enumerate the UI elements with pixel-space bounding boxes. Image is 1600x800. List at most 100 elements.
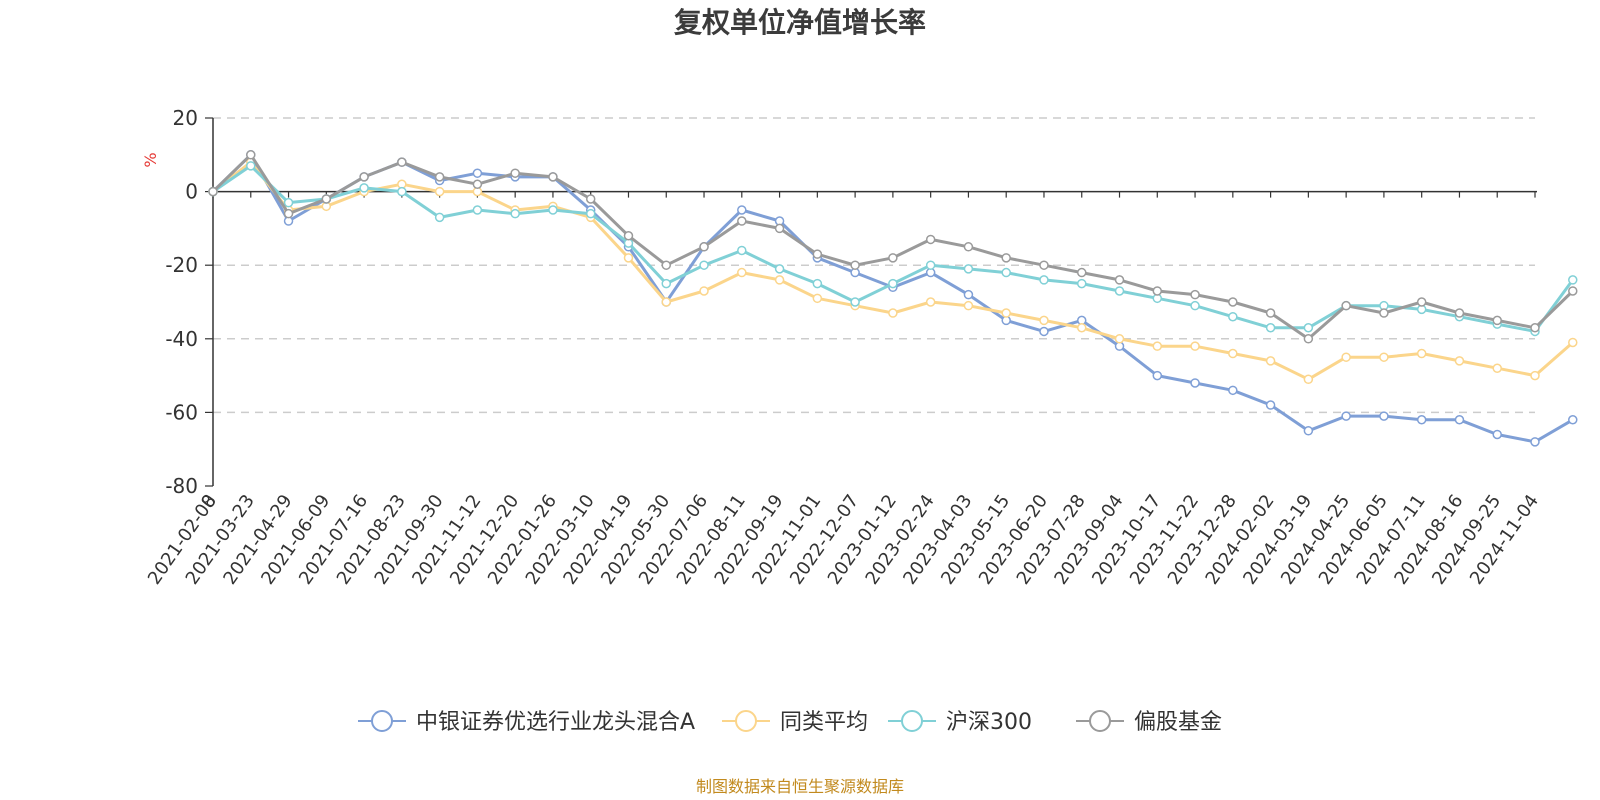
data-point bbox=[434, 212, 445, 223]
data-point bbox=[1568, 337, 1578, 348]
legend-marker bbox=[371, 710, 393, 732]
legend-marker bbox=[901, 710, 923, 732]
data-point bbox=[850, 260, 860, 270]
data-point bbox=[1416, 348, 1427, 359]
data-point bbox=[1076, 323, 1087, 333]
x-axis-ticks: 02021-02-082021-03-232021-04-292021-06-0… bbox=[144, 491, 1543, 589]
data-point bbox=[1341, 352, 1351, 362]
data-point bbox=[510, 168, 520, 178]
chart-title: 复权单位净值增长率 bbox=[674, 6, 926, 39]
data-point bbox=[1303, 323, 1314, 333]
data-point bbox=[585, 194, 596, 204]
data-point bbox=[1039, 326, 1049, 337]
data-point bbox=[1114, 286, 1125, 296]
data-point bbox=[472, 179, 483, 189]
data-point bbox=[1114, 334, 1125, 344]
data-point bbox=[963, 300, 974, 311]
data-point bbox=[1001, 308, 1011, 318]
data-point bbox=[1265, 356, 1276, 366]
data-point bbox=[1416, 415, 1427, 425]
data-point bbox=[737, 267, 747, 278]
legend-label: 中银证券优选行业龙头混合A bbox=[416, 710, 695, 735]
data-point bbox=[1001, 267, 1011, 278]
data-point bbox=[661, 260, 672, 270]
data-point bbox=[1530, 323, 1540, 333]
data-point bbox=[510, 208, 520, 219]
y-tick-label: -80 bbox=[165, 474, 198, 498]
data-point bbox=[1530, 437, 1540, 447]
data-point bbox=[888, 308, 898, 318]
data-point bbox=[585, 208, 596, 219]
series-line bbox=[211, 153, 1574, 444]
data-point bbox=[888, 278, 898, 289]
data-point bbox=[661, 278, 672, 289]
data-point bbox=[850, 297, 860, 307]
data-point bbox=[1265, 400, 1276, 410]
data-point bbox=[208, 186, 218, 197]
data-point bbox=[774, 264, 785, 274]
data-point bbox=[1379, 411, 1389, 421]
data-point bbox=[1454, 308, 1465, 318]
data-point bbox=[283, 197, 294, 208]
data-point bbox=[812, 278, 823, 289]
data-point bbox=[1568, 275, 1578, 285]
data-point bbox=[1228, 311, 1238, 322]
data-point bbox=[925, 260, 936, 270]
data-point bbox=[737, 205, 747, 215]
data-point bbox=[397, 157, 407, 167]
data-point bbox=[1114, 275, 1125, 285]
y-tick-label: -40 bbox=[165, 327, 198, 351]
series-line bbox=[212, 164, 1575, 333]
legend-marker bbox=[735, 710, 757, 732]
data-point bbox=[737, 216, 747, 226]
legend-marker bbox=[1089, 710, 1111, 732]
data-point bbox=[1039, 275, 1049, 285]
y-axis-unit: % bbox=[141, 152, 160, 167]
data-point bbox=[812, 293, 823, 304]
series-lines bbox=[208, 150, 1578, 447]
data-point bbox=[812, 249, 823, 259]
data-point bbox=[1152, 370, 1163, 381]
data-point bbox=[359, 183, 369, 193]
data-point bbox=[1492, 315, 1502, 326]
legend-label: 偏股基金 bbox=[1134, 710, 1222, 735]
data-point bbox=[737, 245, 747, 256]
data-point bbox=[1190, 341, 1200, 351]
data-point bbox=[1152, 341, 1163, 351]
data-point bbox=[1454, 356, 1465, 366]
data-point bbox=[1492, 429, 1502, 440]
data-point bbox=[1379, 352, 1389, 362]
source-note: 制图数据来自恒生聚源数据库 bbox=[696, 777, 904, 796]
data-point bbox=[548, 205, 558, 215]
data-point bbox=[623, 231, 634, 241]
data-point bbox=[1190, 289, 1200, 300]
data-point bbox=[1265, 323, 1276, 333]
data-point bbox=[699, 286, 709, 296]
data-point bbox=[1190, 300, 1200, 311]
data-point bbox=[1228, 385, 1238, 396]
data-point bbox=[321, 194, 332, 204]
y-tick-label: -60 bbox=[165, 400, 198, 424]
data-point bbox=[963, 289, 974, 300]
data-point bbox=[1228, 297, 1238, 307]
data-point bbox=[699, 242, 709, 252]
data-point bbox=[1076, 267, 1087, 278]
data-point bbox=[359, 172, 369, 182]
data-point bbox=[1152, 286, 1163, 296]
legend: 中银证券优选行业龙头混合A 同类平均 沪深300 偏股基金 bbox=[358, 710, 1222, 735]
y-tick-label: -20 bbox=[165, 253, 198, 277]
axes bbox=[212, 118, 1537, 486]
data-point bbox=[246, 161, 256, 171]
data-point bbox=[1190, 378, 1200, 388]
data-point bbox=[246, 150, 256, 160]
data-point bbox=[963, 242, 974, 252]
data-point bbox=[1341, 411, 1351, 421]
data-point bbox=[1341, 300, 1351, 311]
data-point bbox=[699, 260, 709, 270]
gridlines bbox=[213, 117, 1535, 414]
data-point bbox=[1039, 260, 1049, 270]
data-point bbox=[472, 168, 483, 178]
data-point bbox=[774, 223, 785, 234]
data-point bbox=[434, 186, 445, 197]
data-point bbox=[1303, 426, 1314, 436]
